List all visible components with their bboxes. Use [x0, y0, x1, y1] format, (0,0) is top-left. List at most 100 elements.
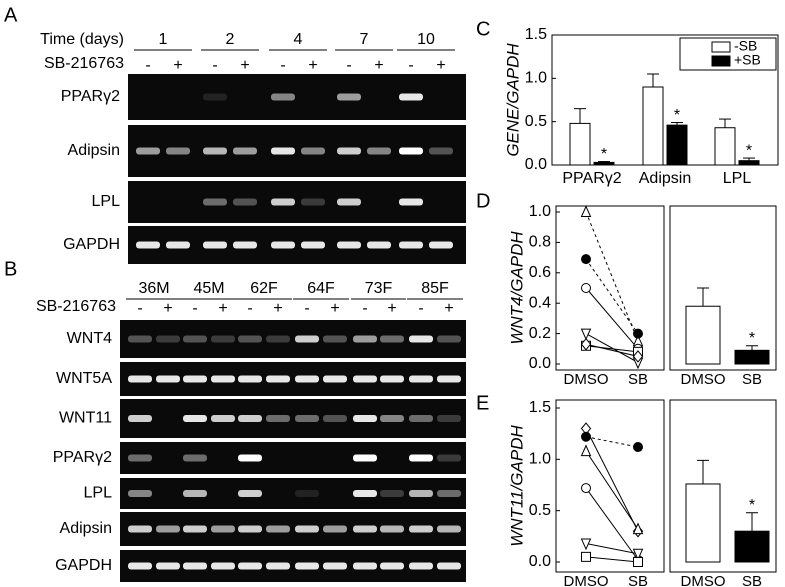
- band: [367, 94, 391, 101]
- marker: [633, 442, 643, 453]
- y-tick-label: 0.0: [525, 156, 547, 173]
- x-tick-label: PPARγ2: [562, 170, 621, 187]
- band: [266, 525, 290, 533]
- row-label: LPL: [84, 485, 113, 502]
- band: [337, 147, 361, 155]
- treatment-sign: -: [212, 57, 217, 74]
- treatment-sign: -: [408, 57, 413, 74]
- marker: [580, 337, 592, 351]
- y-tick-label: 0.2: [529, 325, 551, 342]
- band: [301, 198, 325, 206]
- pair-line: [585, 556, 639, 563]
- band: [166, 199, 190, 206]
- group-label: 36M: [138, 280, 169, 297]
- annotation: *: [674, 107, 680, 124]
- pair-line: [585, 343, 639, 357]
- band: [211, 335, 235, 343]
- treatment-sign: +: [240, 57, 249, 74]
- band: [429, 241, 453, 249]
- treatment-sign: -: [304, 300, 309, 317]
- annotation: *: [746, 142, 752, 159]
- band: [353, 562, 377, 570]
- group-label: 73F: [365, 280, 393, 297]
- pair-line: [585, 543, 639, 555]
- x-tick-label: LPL: [723, 170, 752, 187]
- band: [437, 415, 461, 422]
- band: [156, 562, 180, 570]
- bar: [593, 161, 615, 166]
- band: [353, 335, 377, 343]
- band: [271, 147, 295, 155]
- row-label: LPL: [92, 193, 121, 210]
- marker: [580, 205, 592, 217]
- y-tick-label: 1.0: [529, 203, 551, 220]
- legend-swatch: [711, 55, 731, 67]
- band: [323, 415, 347, 422]
- gel-strip: [120, 478, 466, 509]
- band: [295, 335, 319, 343]
- band: [238, 454, 262, 462]
- y-tick-label: 1.0: [529, 451, 551, 468]
- panel-label: E: [476, 392, 489, 414]
- band: [437, 375, 461, 383]
- band: [353, 490, 377, 497]
- band: [409, 525, 433, 533]
- band: [323, 490, 347, 497]
- legend-swatch: [711, 41, 731, 53]
- band: [233, 94, 257, 101]
- treatment-sign: -: [137, 300, 142, 317]
- band: [128, 562, 152, 570]
- band: [136, 241, 160, 249]
- treatment-sign: +: [330, 300, 339, 317]
- panel-label: C: [476, 18, 490, 40]
- band: [266, 415, 290, 422]
- group-label: 10: [417, 31, 435, 48]
- band: [380, 415, 404, 422]
- y-tick-label: 1.5: [529, 399, 551, 416]
- band: [429, 147, 453, 155]
- x-tick-label: Adipsin: [639, 170, 691, 187]
- band: [136, 94, 160, 101]
- band: [211, 525, 235, 533]
- band: [128, 375, 152, 383]
- y-axis-label: WNT11/GAPDH: [507, 425, 526, 547]
- band: [128, 454, 152, 462]
- band: [399, 147, 423, 155]
- band: [295, 455, 319, 462]
- band: [380, 525, 404, 533]
- marker: [581, 431, 591, 442]
- bar: [685, 305, 721, 365]
- treatment-sign: +: [173, 57, 182, 74]
- band: [409, 375, 433, 383]
- pair-line: [585, 428, 639, 532]
- band: [367, 199, 391, 206]
- band: [238, 490, 262, 497]
- band: [367, 147, 391, 155]
- pair-line: [585, 345, 639, 353]
- y-tick-label: 0.5: [529, 502, 551, 519]
- marker: [581, 254, 591, 265]
- band: [233, 241, 257, 249]
- annotation: *: [601, 146, 607, 163]
- row-label: Adipsin: [68, 142, 120, 159]
- band: [399, 241, 423, 249]
- band: [156, 335, 180, 343]
- x-tick-label: SB: [742, 371, 762, 388]
- band: [233, 147, 257, 155]
- pair-line: [585, 211, 639, 342]
- x-tick-label: SB: [742, 573, 762, 587]
- row-label: PPARγ2: [61, 88, 120, 105]
- band: [437, 454, 461, 462]
- marker: [633, 557, 643, 567]
- treatment-sign: +: [374, 57, 383, 74]
- marker: [632, 350, 644, 363]
- band: [295, 525, 319, 533]
- marker: [632, 522, 644, 535]
- treatment-sign: -: [418, 300, 423, 317]
- group-label: 62F: [250, 280, 278, 297]
- band: [323, 335, 347, 343]
- band: [337, 198, 361, 206]
- band: [156, 455, 180, 462]
- pair-line: [585, 487, 639, 561]
- band: [166, 241, 190, 249]
